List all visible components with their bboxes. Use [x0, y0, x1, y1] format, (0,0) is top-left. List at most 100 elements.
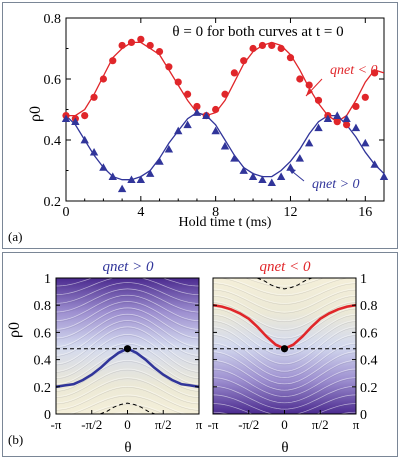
data-point-qnet-positive	[276, 172, 286, 180]
data-point-qnet-positive	[99, 163, 108, 171]
panel-b: -π -π/2 0 π/2 π -π -π/2 0 π/2 π0 00.2 0.20.4 0.40.6 0…	[6, 259, 378, 456]
data-point-qnet-positive	[304, 138, 314, 147]
data-point-qnet-positive	[80, 135, 89, 144]
contour-line	[56, 278, 199, 287]
contour-line	[56, 294, 199, 321]
contour-line-shade	[213, 370, 356, 398]
data-point-qnet-negative	[155, 47, 164, 56]
data-point-qnet-positive	[174, 126, 183, 135]
theta-tick-label: 0	[124, 417, 131, 432]
theta-tick-label: π/2	[312, 417, 329, 432]
separatrix-curve	[100, 402, 155, 414]
panel-b-ylabel: ρ0	[6, 322, 23, 338]
contour-line-shade	[213, 302, 356, 331]
rho-tick-label-left: 0	[44, 408, 51, 423]
contour-line-shade	[56, 283, 199, 305]
initial-state-point	[123, 345, 132, 353]
data-point-qnet-negative	[183, 90, 192, 98]
data-point-qnet-positive	[333, 111, 342, 119]
panel-b-xlabel-left: θ	[124, 440, 131, 456]
contour-line	[213, 288, 356, 313]
x-tick-label: 4	[137, 205, 144, 220]
data-point-qnet-positive	[183, 120, 192, 129]
theta-tick-label: 0	[281, 417, 288, 432]
label-qnet-negative: qnet < 0	[330, 63, 378, 78]
contour-line-shade	[56, 315, 199, 348]
data-point-qnet-positive	[342, 114, 351, 123]
rho-tick-label-left: 0.4	[34, 354, 52, 369]
data-point-qnet-positive	[267, 178, 276, 187]
contour-line-shade	[218, 278, 351, 297]
contour-line	[56, 320, 199, 356]
panel-a-annotation: θ = 0 for both curves at t = 0	[172, 24, 343, 40]
data-point-qnet-positive	[71, 117, 80, 126]
contour-line	[213, 320, 356, 356]
x-tick-label: 0	[63, 205, 70, 220]
data-point-qnet-negative	[109, 57, 117, 65]
contour-line	[213, 326, 356, 365]
panel-a-markers	[61, 35, 389, 193]
contour-line-shade	[213, 361, 356, 392]
rho-tick-label-left: 0.6	[34, 326, 52, 341]
data-point-qnet-negative	[146, 41, 154, 50]
label-qnet-positive: qnet > 0	[312, 177, 360, 192]
rho-tick-label-left: 0.8	[34, 299, 52, 314]
data-point-qnet-positive	[145, 169, 155, 177]
panel-b-xlabel-right: θ	[281, 440, 288, 456]
data-point-qnet-positive	[314, 123, 323, 132]
data-point-qnet-positive	[155, 157, 164, 165]
contour-line	[56, 377, 199, 404]
contour-line	[56, 334, 199, 372]
data-point-qnet-positive	[192, 108, 202, 116]
y-tick-label: 0.2	[44, 195, 62, 210]
contour-line	[56, 342, 199, 378]
rho-tick-label-right: 0.2	[360, 381, 378, 396]
contour-line-shade	[56, 343, 199, 379]
contour-line	[213, 351, 356, 385]
contours-qnet-negative	[213, 278, 356, 414]
subplot-title-qnet-positive: qnet > 0	[103, 259, 154, 275]
data-point-qnet-positive	[258, 175, 267, 184]
data-point-qnet-positive	[108, 172, 117, 180]
contour-line-shade	[56, 327, 199, 366]
data-point-qnet-negative	[333, 118, 341, 126]
data-point-qnet-positive	[370, 160, 379, 168]
rho-tick-label-right: 0	[360, 408, 367, 423]
data-point-qnet-negative	[249, 44, 257, 53]
data-point-qnet-negative	[118, 41, 126, 50]
contour-line-shade	[56, 387, 199, 411]
rho-tick-label-left: 1	[44, 272, 51, 287]
contour-line-shade	[56, 302, 199, 331]
contour-line-shade	[213, 335, 356, 373]
contour-line-shade	[213, 378, 356, 405]
contour-line-shade	[56, 308, 199, 340]
contour-line-shade	[213, 327, 356, 366]
data-point-qnet-positive	[89, 148, 99, 156]
contour-line	[56, 307, 199, 339]
data-point-qnet-positive	[211, 126, 220, 135]
panel-b-frame	[2, 252, 398, 457]
data-point-qnet-positive	[202, 111, 211, 119]
data-point-qnet-negative	[286, 54, 295, 62]
contour-line-shade	[56, 321, 199, 357]
contour-line-shade	[56, 278, 199, 297]
data-point-qnet-negative	[230, 69, 238, 77]
rho-tick-label-right: 0.6	[360, 326, 378, 341]
data-point-qnet-negative	[99, 75, 108, 83]
data-point-qnet-positive	[136, 175, 146, 184]
data-point-qnet-positive	[61, 114, 71, 123]
theta-tick-label: -π/2	[81, 417, 102, 432]
panel-b-label: (b)	[8, 432, 23, 447]
y-tick-label: 0.4	[44, 134, 62, 149]
data-point-qnet-positive	[117, 184, 127, 193]
contour-line-shade	[273, 278, 296, 279]
contour-line-shade	[56, 289, 199, 314]
data-point-qnet-negative	[371, 69, 379, 77]
contour-line	[66, 394, 189, 414]
contour-line-shade	[213, 289, 356, 314]
separatrix-curve	[257, 278, 312, 290]
panel-a-label: (a)	[8, 229, 22, 244]
contour-line	[225, 278, 344, 296]
contour-line	[213, 307, 356, 339]
data-point-qnet-negative	[296, 75, 304, 83]
